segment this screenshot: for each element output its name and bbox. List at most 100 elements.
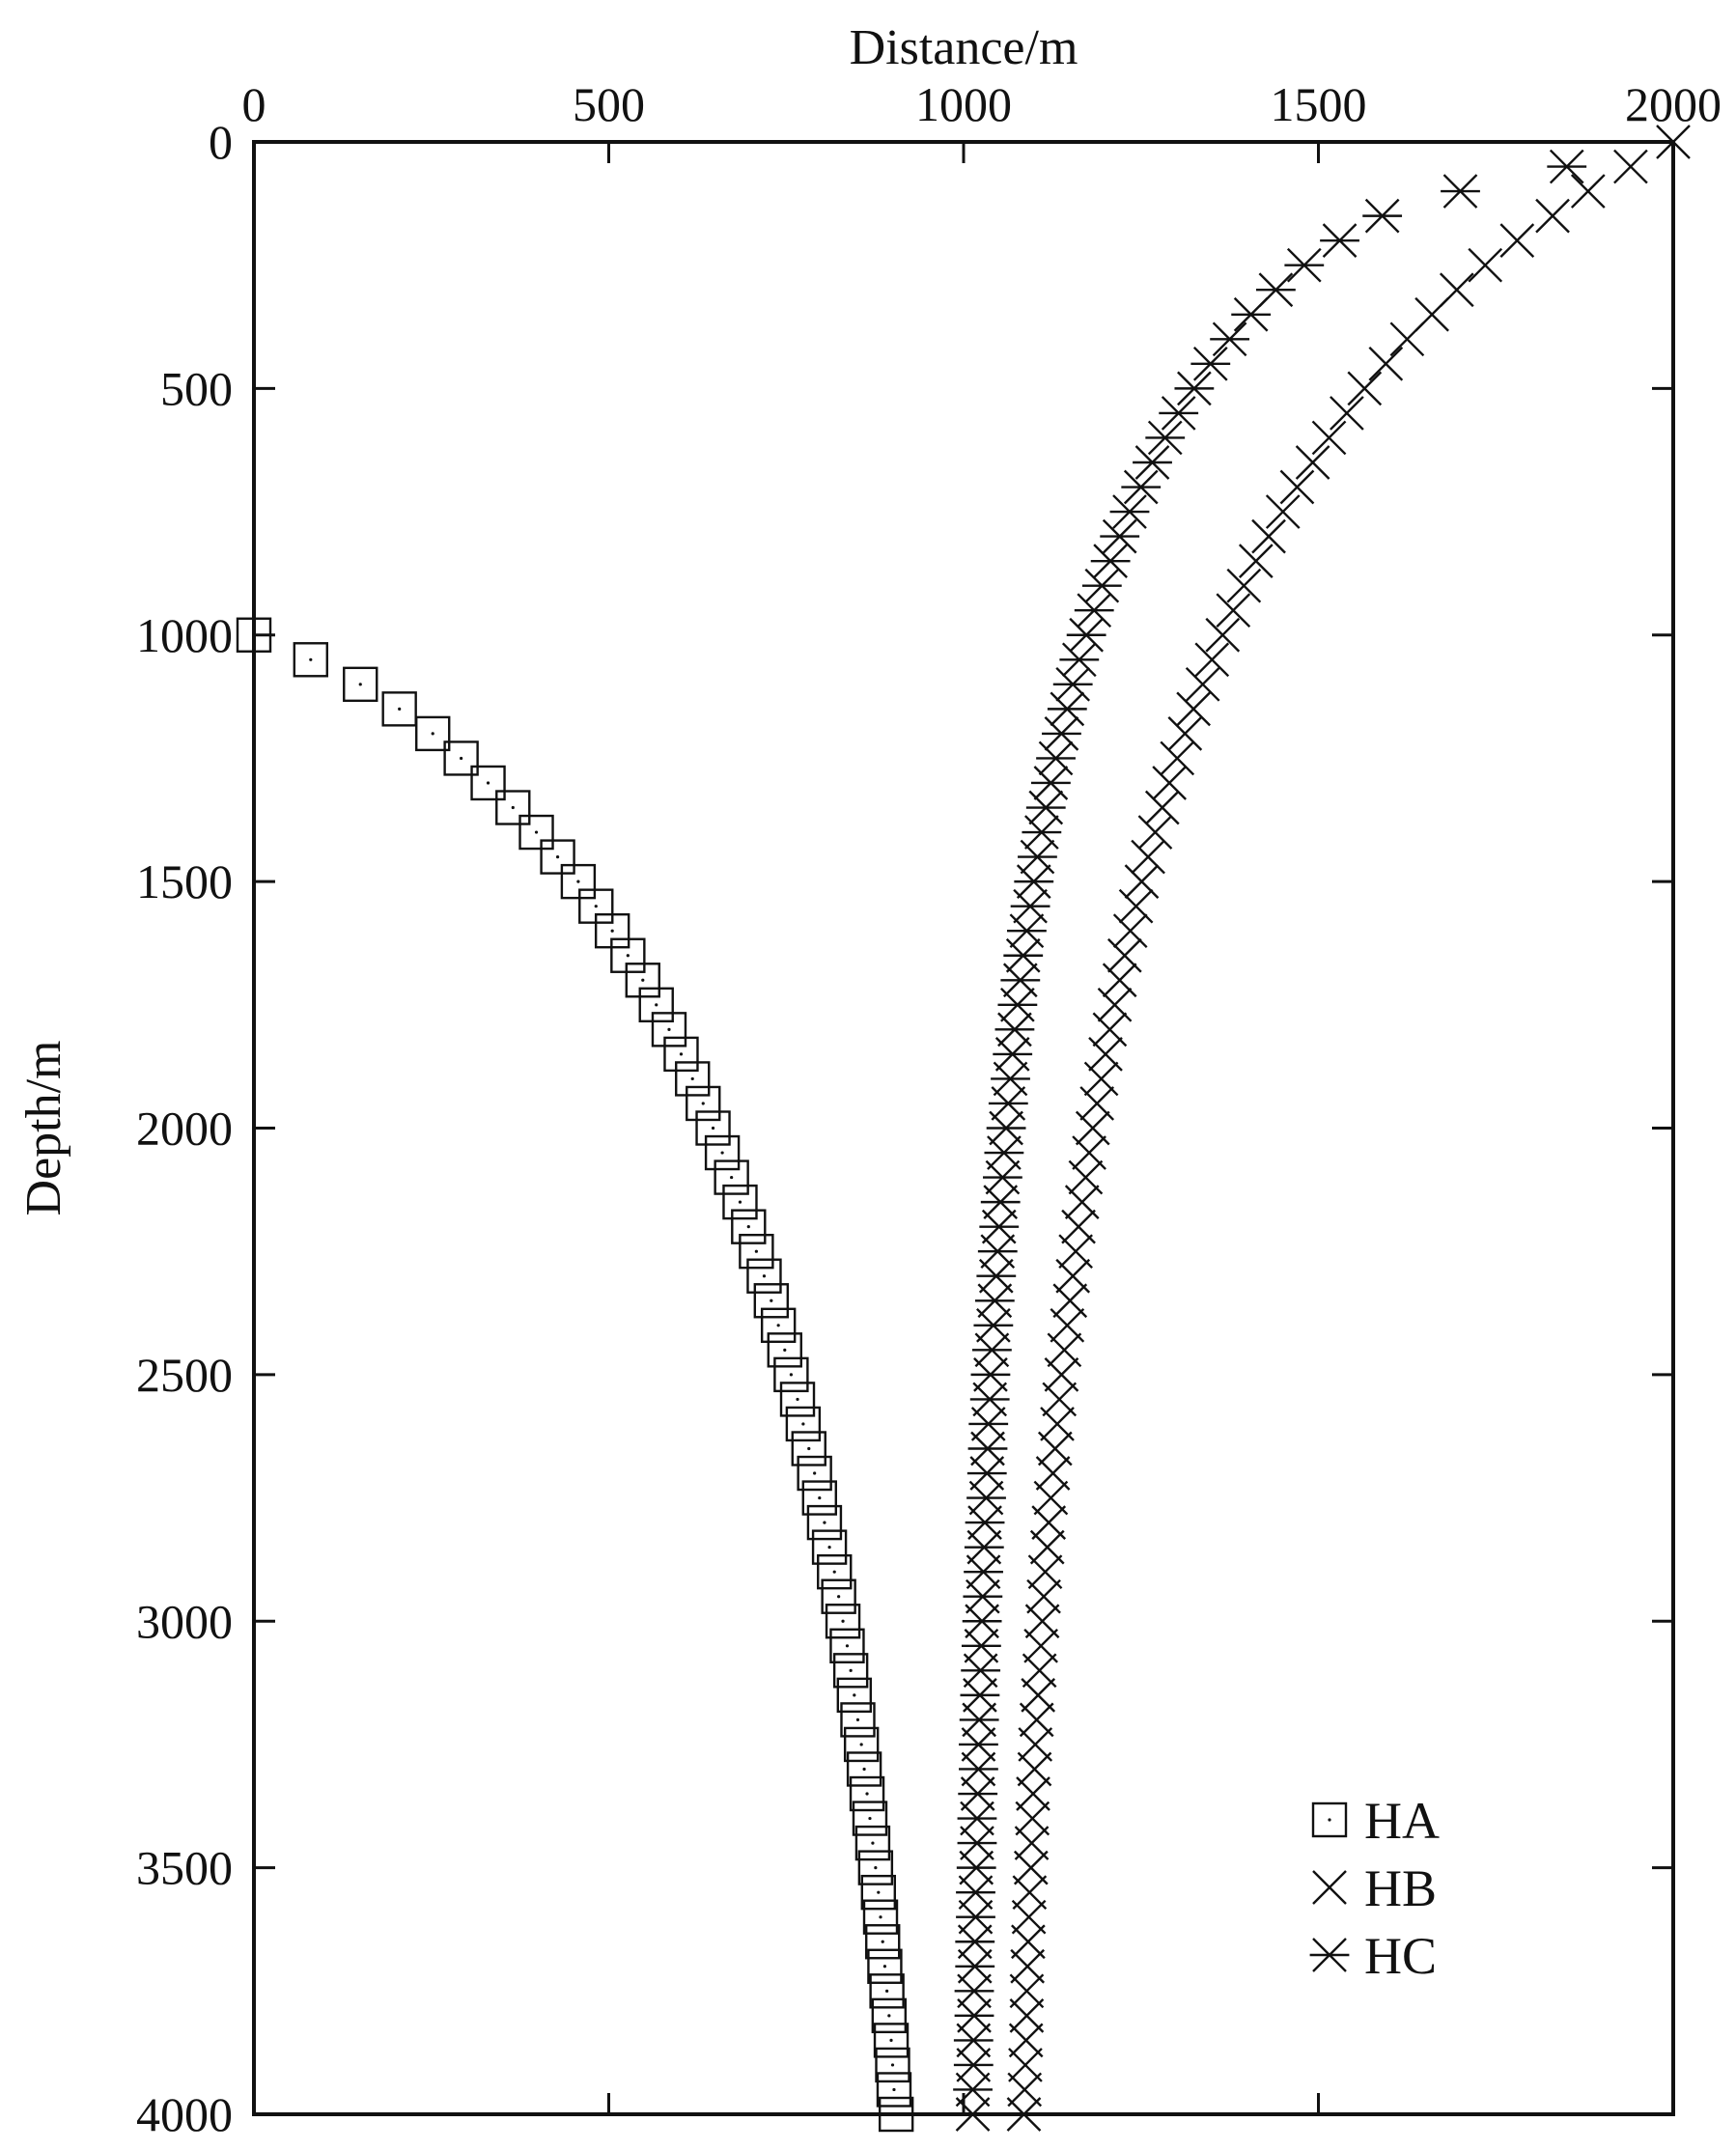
point-HC-26 [1025, 790, 1066, 825]
point-HB-13 [1295, 445, 1330, 480]
point-HB-60-stroke-b [1024, 1604, 1060, 1639]
point-HA-43-box [836, 1677, 873, 1714]
point-HC-59 [962, 1604, 1002, 1639]
legend-marker-HB [1312, 1870, 1347, 1905]
point-HB-79 [1007, 2072, 1043, 2108]
point-HA-44-dot [855, 1717, 860, 1721]
point-HB-9 [1368, 346, 1404, 381]
point-HC-14 [1109, 494, 1150, 529]
point-HA-52-box [862, 1899, 899, 1935]
point-HA-15-box [638, 987, 674, 1023]
point-HB-76 [1009, 1998, 1045, 2033]
point-HA-27-box [753, 1283, 790, 1319]
point-HB-9-stroke-b [1368, 346, 1404, 381]
point-HB-18-stroke-b [1226, 568, 1262, 603]
point-HC-34 [997, 987, 1038, 1022]
point-HC-67 [957, 1801, 997, 1836]
point-HB-50-stroke-b [1044, 1357, 1079, 1392]
point-HC-60 [961, 1628, 1001, 1663]
point-HC-15 [1100, 518, 1140, 554]
y-tick-label-0: 0 [209, 115, 233, 169]
point-HB-76-stroke-b [1009, 1998, 1045, 2033]
point-HB-32-stroke-b [1112, 913, 1148, 949]
point-HC-16 [1090, 544, 1131, 578]
point-HB-43-stroke-b [1064, 1185, 1100, 1219]
point-HA-34-dot [813, 1471, 817, 1475]
point-HA-19 [686, 1085, 721, 1122]
point-HB-8 [1389, 321, 1425, 357]
y-tick-label-5: 2500 [136, 1348, 233, 1402]
point-HA-40 [825, 1604, 861, 1639]
point-HC-23 [1042, 716, 1081, 751]
point-HC-61 [961, 1653, 1001, 1689]
point-HA-43-dot [853, 1693, 856, 1697]
point-HA-39-box [821, 1578, 856, 1614]
point-HC-69 [956, 1850, 996, 1885]
point-HA-12-dot [610, 929, 614, 933]
point-HA-29 [767, 1332, 802, 1368]
point-HC-9 [1174, 371, 1215, 406]
point-HA-57-dot [889, 2038, 893, 2042]
point-HB-38-stroke-b [1083, 1061, 1119, 1097]
point-HC-27 [1022, 815, 1062, 850]
point-HA-58 [875, 2047, 910, 2083]
point-HB-46-stroke-b [1055, 1258, 1091, 1294]
point-HB-69-stroke-b [1014, 1826, 1050, 1860]
point-HB-11-stroke-b [1330, 396, 1364, 431]
point-HA-17-dot [679, 1052, 684, 1056]
point-HA-5 [443, 740, 479, 776]
point-HA-14 [625, 963, 660, 998]
point-HA-10-dot [576, 880, 580, 883]
point-HB-5 [1468, 247, 1503, 283]
point-HA-2 [343, 666, 378, 703]
point-HB-21 [1194, 642, 1230, 678]
point-HA-23 [722, 1184, 758, 1220]
point-HB-38 [1083, 1061, 1119, 1097]
point-HA-32 [785, 1406, 822, 1442]
point-HA-18 [675, 1061, 711, 1097]
point-HC-63 [959, 1702, 999, 1738]
point-HA-49 [854, 1825, 891, 1861]
point-HA-30-dot [789, 1373, 793, 1377]
point-HA-56-dot [887, 2014, 891, 2018]
point-HB-17 [1238, 544, 1274, 578]
point-HA-51-dot [877, 1890, 881, 1894]
point-HC-57 [964, 1554, 1003, 1590]
point-HA-35 [801, 1480, 837, 1516]
point-HB-23 [1176, 691, 1211, 727]
point-HA-5-dot [460, 756, 463, 761]
point-HB-35 [1097, 987, 1133, 1022]
point-HB-73 [1011, 1924, 1046, 1960]
point-HA-29-dot [783, 1348, 787, 1352]
point-HA-38-box [817, 1553, 853, 1590]
point-HA-42-dot [849, 1668, 853, 1672]
point-HC-29 [1014, 864, 1054, 899]
point-HA-32-dot [801, 1422, 805, 1426]
point-HC-76 [953, 2023, 994, 2058]
point-HC-66 [958, 1776, 998, 1811]
point-HB-14-stroke-b [1279, 469, 1315, 505]
point-HC-13 [1121, 469, 1162, 505]
point-HC-28 [1018, 839, 1057, 875]
point-HB-1 [1613, 149, 1648, 184]
point-HB-40 [1075, 1110, 1110, 1146]
point-HB-3-stroke-b [1535, 198, 1570, 234]
point-HA-10 [560, 863, 597, 900]
point-HA-45-box [843, 1726, 880, 1763]
legend-marker-HA-dot [1328, 1818, 1331, 1822]
point-HB-45-stroke-b [1058, 1234, 1093, 1270]
point-HA-13 [610, 937, 646, 973]
point-HB-77-stroke-b [1008, 2023, 1044, 2058]
point-HA-45 [843, 1726, 880, 1763]
point-HA-52 [862, 1899, 899, 1935]
point-HB-61-stroke-b [1023, 1628, 1058, 1663]
point-HA-3-box [381, 691, 417, 727]
point-HA-53-dot [881, 1940, 884, 1943]
point-HA-7-dot [511, 805, 515, 810]
series-layer [236, 125, 1691, 2133]
point-HA-45-dot [859, 1743, 863, 1746]
point-HA-23-dot [738, 1200, 742, 1204]
point-HA-56 [871, 1997, 908, 2034]
point-HA-54-box [867, 1948, 903, 1984]
point-HA-31-dot [796, 1397, 799, 1402]
